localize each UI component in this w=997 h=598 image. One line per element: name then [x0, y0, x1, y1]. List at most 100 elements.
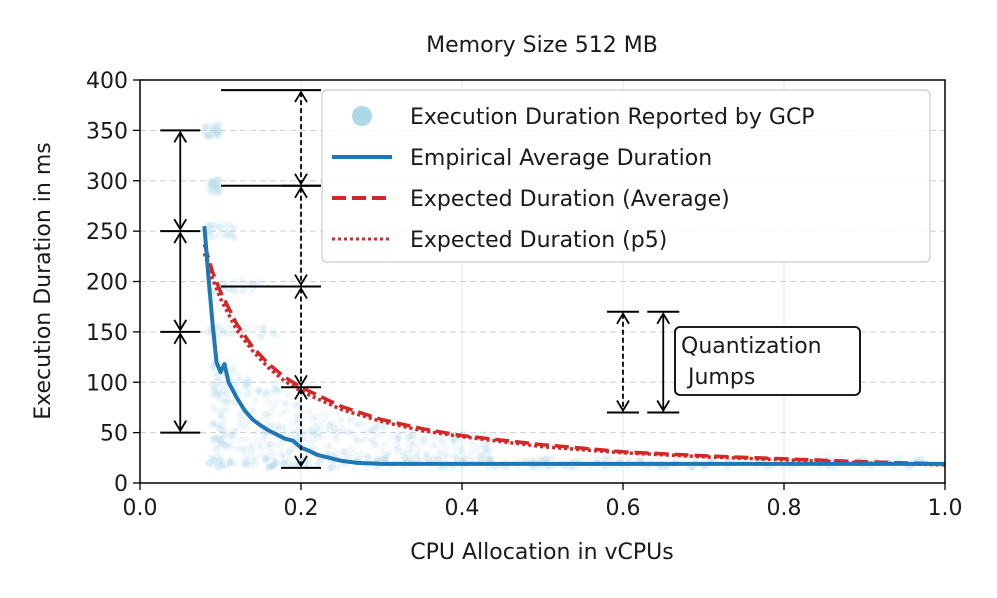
scatter-point [255, 280, 263, 288]
legend-label-expected-avg: Expected Duration (Average) [410, 187, 730, 212]
annotation-text: Quantization Jumps [681, 334, 822, 390]
scatter-point [314, 458, 322, 466]
scatter-point [269, 461, 277, 469]
scatter-point [274, 424, 282, 432]
scatter-point [308, 428, 316, 436]
scatter-point [227, 442, 235, 450]
y-tick-label-1: 50 [100, 422, 128, 447]
scatter-point [214, 435, 222, 443]
scatter-point [214, 457, 222, 465]
scatter-point [469, 441, 477, 449]
scatter-point [373, 424, 381, 432]
scatter-point [323, 442, 331, 450]
arrow-head [173, 218, 188, 231]
scatter-point [325, 449, 333, 457]
scatter-point [486, 446, 494, 454]
x-tick-label-4: 0.8 [767, 496, 802, 521]
scatter-point [211, 184, 219, 192]
scatter-point [209, 180, 217, 188]
scatter-point [359, 455, 367, 463]
scatter-point [221, 425, 229, 433]
scatter-point [373, 456, 381, 464]
scatter-point [211, 456, 219, 464]
scatter-point [234, 426, 242, 434]
scatter-point [252, 428, 260, 436]
scatter-point [372, 442, 380, 450]
scatter-point [213, 128, 221, 136]
scatter-point [282, 400, 290, 408]
scatter-point [473, 456, 481, 464]
scatter-point [207, 132, 215, 140]
scatter-point [272, 385, 280, 393]
scatter-point [236, 412, 244, 420]
scatter-point [355, 454, 363, 462]
scatter-point [347, 427, 355, 435]
scatter-point [218, 462, 226, 470]
scatter-point [236, 436, 244, 444]
scatter-point [212, 188, 220, 196]
scatter-point [239, 391, 247, 399]
arrow-head [173, 420, 188, 433]
scatter-point [215, 389, 223, 397]
scatter-point [208, 178, 216, 186]
scatter-point [213, 373, 221, 381]
scatter-point [214, 387, 222, 395]
scatter-point [216, 442, 224, 450]
scatter-point [332, 435, 340, 443]
scatter-point [244, 324, 252, 332]
scatter-point [223, 231, 231, 239]
scatter-point [331, 425, 339, 433]
scatter-point [216, 127, 224, 135]
scatter-point [401, 454, 409, 462]
scatter-point [214, 182, 222, 190]
scatter-point [251, 396, 259, 404]
scatter-point [276, 386, 284, 394]
scatter-point [242, 379, 250, 387]
scatter-point [467, 449, 475, 457]
scatter-point [204, 459, 212, 467]
scatter-point [356, 450, 364, 458]
scatter-point [222, 397, 230, 405]
scatter-point [211, 436, 219, 444]
scatter-point [464, 454, 472, 462]
scatter-point [344, 452, 352, 460]
scatter-point [201, 129, 209, 137]
scatter-point [215, 379, 223, 387]
scatter-point [267, 440, 275, 448]
scatter-point [220, 388, 228, 396]
scatter-point [244, 389, 252, 397]
scatter-point [268, 462, 276, 470]
scatter-point [268, 448, 276, 456]
scatter-point [438, 449, 446, 457]
scatter-point [405, 440, 413, 448]
scatter-point [400, 449, 408, 457]
scatter-point [359, 420, 367, 428]
scatter-point [391, 446, 399, 454]
scatter-point [215, 133, 223, 141]
scatter-point [453, 448, 461, 456]
scatter-point [331, 425, 339, 433]
scatter-point [213, 175, 221, 183]
scatter-point [435, 456, 443, 464]
scatter-point [215, 394, 223, 402]
scatter-point [217, 437, 225, 445]
scatter-point [385, 449, 393, 457]
scatter-point [281, 454, 289, 462]
scatter-point [265, 462, 273, 470]
scatter-point [214, 131, 222, 139]
scatter-point [236, 376, 244, 384]
scatter-point [363, 434, 371, 442]
scatter-point [212, 452, 220, 460]
scatter-point [248, 289, 256, 297]
scatter-point [216, 457, 224, 465]
scatter-point [202, 123, 210, 131]
scatter-point [210, 460, 218, 468]
scatter-point [216, 325, 224, 333]
scatter-point [218, 280, 226, 288]
scatter-point [370, 441, 378, 449]
scatter-point [210, 229, 218, 237]
chart-title: Memory Size 512 MB [426, 33, 658, 58]
scatter-point [262, 411, 270, 419]
scatter-point [486, 454, 494, 462]
scatter-point [214, 180, 222, 188]
